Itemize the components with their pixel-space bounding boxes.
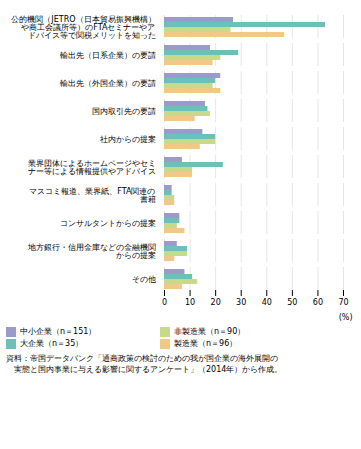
- html-text:大企業（n＝35）: 大企業（n＝35）: [20, 339, 84, 348]
- svg-text:20: 20: [211, 298, 221, 307]
- svg-text:30: 30: [236, 298, 246, 307]
- svg-text:(%): (%): [339, 313, 353, 322]
- svg-text:公的機関（JETRO（日本貿易振興機構）や商工会議所等）のF: 公的機関（JETRO（日本貿易振興機構）や商工会議所等）のFTAセミナーやアドバ…: [11, 15, 155, 40]
- svg-text:コンサルタントからの提案: コンサルタントからの提案: [60, 219, 156, 228]
- svg-text:0: 0: [162, 298, 167, 307]
- svg-text:60: 60: [313, 298, 323, 307]
- svg-text:国内取引先の要請: 国内取引先の要請: [92, 107, 156, 116]
- svg-text:50: 50: [287, 298, 297, 307]
- svg-text:70: 70: [338, 298, 348, 307]
- svg-text:社内からの提案: 社内からの提案: [100, 135, 156, 144]
- html-text:中小企業（n＝151）: 中小企業（n＝151）: [20, 327, 97, 336]
- svg-text:業界団体によるホームページやセミナー等による情報提供やアドバ: 業界団体によるホームページやセミナー等による情報提供やアドバイス: [28, 159, 156, 176]
- html-text:非製造業（n＝90）: 非製造業（n＝90）: [174, 327, 246, 336]
- svg-text:地方銀行・信用金庫などの金融機関からの提案: 地方銀行・信用金庫などの金融機関からの提案: [27, 243, 156, 260]
- svg-text:マスコミ報道、業界紙、FTA関連の書籍: マスコミ報道、業界紙、FTA関連の書籍: [29, 187, 155, 204]
- svg-text:10: 10: [185, 298, 195, 307]
- html-text:資料：帝国データバンク「通商政策の検討のための我が国企業の海: 資料：帝国データバンク「通商政策の検討のための我が国企業の海外展開の 実態と国内…: [6, 354, 283, 374]
- svg-text:輸出先（日系企業）の要請: 輸出先（日系企業）の要請: [60, 51, 156, 60]
- html-text:製造業（n＝96）: 製造業（n＝96）: [174, 339, 238, 348]
- svg-text:輸出先（外国企業）の要請: 輸出先（外国企業）の要請: [60, 79, 156, 88]
- svg-text:40: 40: [262, 298, 272, 307]
- svg-text:その他: その他: [132, 275, 156, 284]
